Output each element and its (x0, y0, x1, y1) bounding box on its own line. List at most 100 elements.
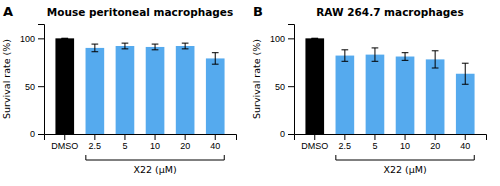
error-bar (342, 50, 349, 61)
tick-mark (465, 134, 466, 140)
tick-mark (155, 134, 156, 140)
tick: 10 (150, 134, 160, 151)
tick-mark (288, 86, 294, 87)
error-bar-line (465, 63, 466, 84)
error-bar-line (402, 52, 409, 53)
bracket (86, 155, 224, 160)
plot-area (305, 38, 474, 134)
error-bar-line (92, 51, 99, 52)
bar (336, 56, 355, 134)
tick-mark (435, 134, 436, 140)
error-bar-line (462, 84, 469, 85)
error-bar-line (435, 51, 436, 68)
error-bar (122, 43, 129, 49)
tick: 50 (25, 82, 44, 92)
tick-label: 2.5 (339, 141, 352, 151)
error-bar-line (182, 43, 189, 44)
error-bar-line (374, 48, 375, 61)
panel-label: A (3, 4, 13, 19)
tick: 0 (30, 129, 44, 139)
y-axis-label: Survival rate (%) (1, 39, 12, 119)
y-axis-label: Survival rate (%) (251, 39, 262, 119)
axis-line (295, 135, 487, 141)
error-bar (402, 53, 409, 61)
tick: 20 (180, 134, 190, 151)
tick: DMSO (51, 134, 78, 151)
tick-label: 10 (400, 141, 410, 151)
tick-mark (344, 134, 345, 140)
error-bar-line (432, 50, 439, 51)
error-bar-line (185, 43, 186, 49)
error-bar (311, 38, 318, 39)
bar (366, 55, 385, 134)
tick: 100 (270, 34, 294, 44)
tick-mark (38, 38, 44, 39)
tick: 0 (280, 129, 294, 139)
bracket (336, 155, 474, 160)
y-axis: 0 50 100 (20, 25, 45, 140)
panel: 0 50 100 DMSO 2.5 5 10 20 40 RAW 264.7 macrophage… (251, 4, 487, 175)
tick-label: 5 (122, 141, 127, 151)
tick-mark (405, 134, 406, 140)
error-bar (152, 44, 159, 50)
panel-label: B (253, 4, 263, 19)
tick-mark (64, 134, 65, 140)
tick-label: 5 (372, 141, 377, 151)
tick-label: 20 (430, 141, 440, 151)
error-bar-line (61, 38, 68, 39)
tick-label: 40 (460, 141, 470, 151)
error-bar-line (212, 64, 219, 65)
axis-line (288, 25, 295, 135)
tick: 10 (400, 134, 410, 151)
tick: 50 (275, 82, 294, 92)
tick-mark (215, 134, 216, 140)
x-axis-label: X22 (μM) (383, 164, 426, 175)
tick: 40 (460, 134, 470, 151)
tick: 100 (20, 34, 44, 44)
plot-area (55, 38, 224, 134)
title: RAW 264.7 macrophages (316, 6, 463, 18)
error-bar-line (92, 44, 99, 45)
tick-label: 20 (180, 141, 190, 151)
error-bar-line (344, 50, 345, 61)
error-bar-line (61, 38, 68, 39)
error-bar-line (182, 48, 189, 49)
tick-mark (288, 38, 294, 39)
error-bar-line (402, 60, 409, 61)
tick-label: 10 (150, 141, 160, 151)
y-axis: 0 50 100 (270, 25, 295, 140)
tick-label: 100 (20, 34, 35, 44)
x-axis: DMSO 2.5 5 10 20 40 (295, 134, 487, 151)
bar (176, 46, 195, 134)
error-bar-line (94, 44, 95, 52)
axis-line (45, 135, 237, 141)
error-bar-line (311, 38, 318, 39)
tick: 5 (372, 134, 377, 151)
tick-label: DMSO (301, 141, 328, 151)
error-bar (372, 48, 379, 61)
x-axis-label: X22 (μM) (133, 164, 176, 175)
tick-mark (38, 134, 44, 135)
tick-label: 0 (30, 129, 35, 139)
tick-label: 100 (270, 34, 285, 44)
bar (206, 58, 225, 134)
error-bar-line (212, 52, 219, 53)
tick-mark (374, 134, 375, 140)
tick-mark (288, 134, 294, 135)
tick-mark (94, 134, 95, 140)
error-bar-line (122, 43, 129, 44)
bar (396, 57, 415, 134)
error-bar-line (432, 68, 439, 69)
tick-mark (314, 134, 315, 140)
x-axis: DMSO2.55102040 (45, 134, 237, 151)
tick-label: 50 (25, 82, 35, 92)
title: Mouse peritoneal macrophages (47, 6, 233, 18)
bar (426, 59, 445, 134)
error-bar-line (405, 53, 406, 61)
error-bar-line (215, 53, 216, 64)
bar (146, 47, 165, 134)
bar (55, 38, 74, 134)
tick-mark (185, 134, 186, 140)
bar (86, 48, 105, 134)
error-bar (92, 44, 99, 52)
